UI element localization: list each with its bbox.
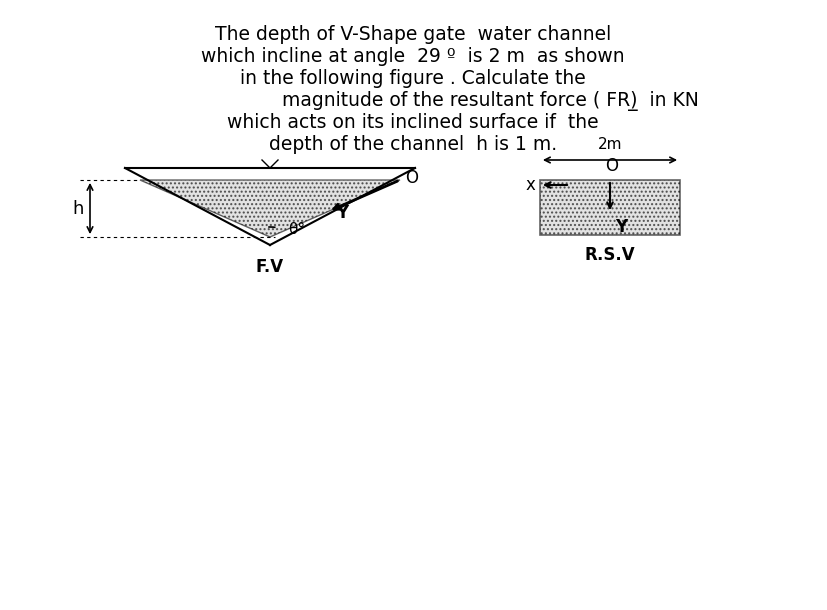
Text: F.V: F.V	[256, 258, 284, 276]
Text: depth of the channel  h is 1 m.: depth of the channel h is 1 m.	[269, 135, 557, 154]
Text: which incline at angle  29 º  is 2 m  as shown: which incline at angle 29 º is 2 m as sh…	[201, 48, 625, 66]
Text: which acts on its inclined surface if  the: which acts on its inclined surface if th…	[227, 113, 599, 132]
Text: magnitude of: magnitude of	[282, 92, 413, 110]
Text: x: x	[525, 176, 535, 194]
Text: h: h	[72, 199, 84, 218]
Text: θ°: θ°	[288, 221, 305, 237]
Text: in the following figure . Calculate the: in the following figure . Calculate the	[240, 70, 586, 88]
Text: R.S.V: R.S.V	[585, 246, 635, 264]
Text: O: O	[405, 169, 418, 187]
Polygon shape	[140, 180, 400, 237]
FancyBboxPatch shape	[540, 180, 680, 235]
Text: Y: Y	[337, 204, 349, 223]
Text: Y: Y	[615, 218, 627, 236]
Text: O: O	[605, 157, 619, 175]
Text: 2m: 2m	[598, 137, 622, 152]
Text: The depth of V-Shape gate  water channel: The depth of V-Shape gate water channel	[215, 26, 611, 45]
Text: the resultant force ( FR)̲  in KN: the resultant force ( FR)̲ in KN	[413, 91, 699, 111]
